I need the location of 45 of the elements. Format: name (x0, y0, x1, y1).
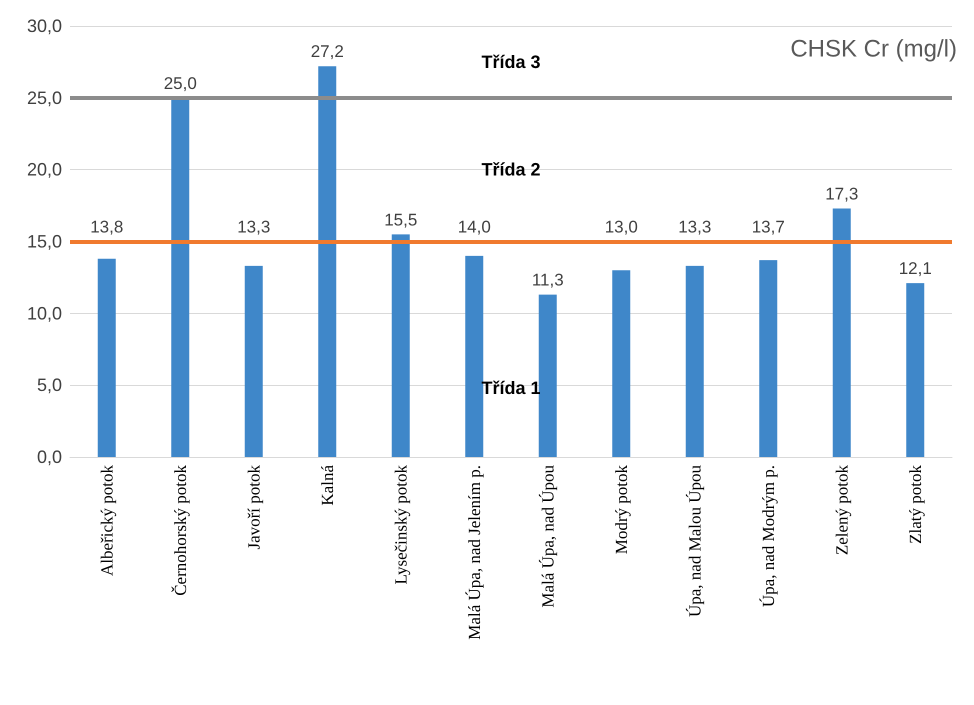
x-tick-label: Modrý potok (612, 464, 631, 554)
x-tick-label: Úpa, nad Malou Úpou (685, 464, 704, 618)
bar (318, 66, 336, 457)
data-label: 13,3 (237, 218, 270, 236)
y-tick-label: 10,0 (26, 303, 62, 324)
data-label: 13,8 (90, 218, 124, 236)
x-tick-label: Albeřický potok (97, 464, 116, 576)
data-label: 25,0 (164, 74, 197, 93)
y-tick-label: 20,0 (26, 160, 62, 180)
chart-title: CHSK Cr (mg/l) (790, 36, 958, 62)
y-tick-label: 5,0 (36, 375, 62, 396)
bar (538, 294, 557, 457)
bar (612, 270, 630, 457)
y-tick-label: 25,0 (26, 88, 62, 108)
annotation: Třída 2 (481, 160, 541, 180)
x-tick-label: Lysečinský potok (391, 464, 410, 584)
x-tick-label: Javoří potok (244, 464, 264, 550)
x-tick-label: Malá Úpa, nad Úpou (538, 464, 558, 608)
x-tick-label: Malá Úpa, nad Jelením p. (464, 465, 484, 640)
data-label: 13,7 (752, 218, 785, 236)
y-tick-label: 0,0 (36, 447, 62, 467)
data-label: 14,0 (458, 218, 491, 236)
bar (465, 256, 484, 457)
data-label: 17,3 (825, 184, 858, 204)
bar (759, 260, 778, 457)
data-label: 11,3 (532, 270, 564, 290)
x-tick-label: Úpa, nad Modrým p. (758, 465, 778, 608)
x-tick-label: Zlatý potok (906, 464, 925, 544)
y-tick-label: 15,0 (26, 232, 62, 252)
annotation: Třída 3 (481, 52, 541, 72)
bar (832, 208, 851, 457)
x-tick-label: Kalná (318, 464, 337, 506)
data-label: 15,5 (384, 210, 418, 230)
data-label: 13,3 (678, 218, 712, 236)
bar (906, 283, 924, 457)
bar (392, 234, 410, 457)
data-label: 27,2 (310, 42, 344, 62)
bar (244, 266, 263, 457)
data-label: 13,0 (604, 218, 638, 236)
bar (98, 258, 116, 457)
bar (686, 266, 704, 457)
x-tick-label: Zelený potok (832, 464, 852, 556)
data-label: 12,1 (898, 259, 932, 278)
x-tick-label: Černohorský potok (170, 464, 190, 596)
y-tick-label: 30,0 (26, 16, 62, 36)
